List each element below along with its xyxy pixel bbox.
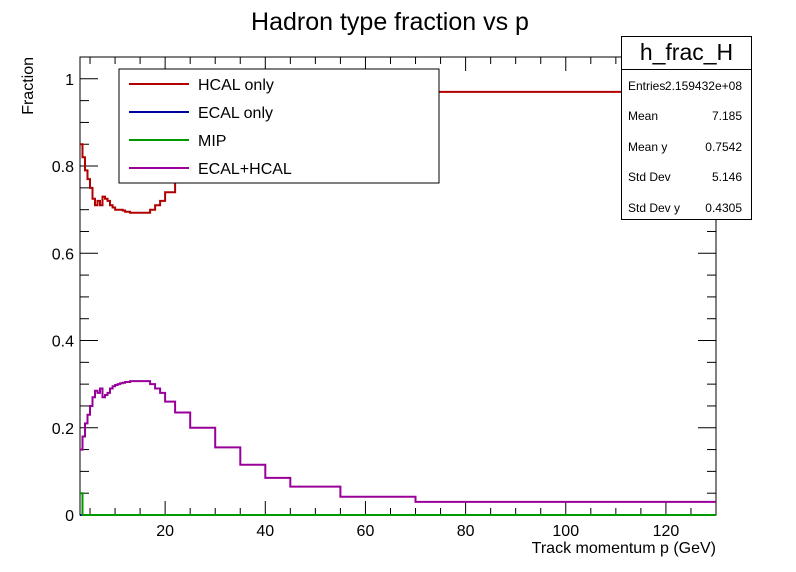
stats-row: Mean y 0.7542 — [622, 131, 751, 161]
y-tick-label: 0.8 — [52, 159, 74, 176]
stats-row: Mean 7.185 — [622, 100, 751, 130]
x-tick-label: 40 — [256, 523, 274, 540]
x-tick-label: 100 — [552, 523, 579, 540]
stats-label: Entries — [628, 79, 666, 93]
stats-label: Mean — [628, 109, 659, 124]
tick-labels: 20 40 60 80 100 120 0 0.2 0.4 0.6 0.8 1 — [52, 72, 680, 540]
y-tick-label: 1 — [65, 72, 74, 89]
stats-box: h_frac_H Entries 2.159432e+08 Mean 7.185 Mea… — [621, 36, 752, 220]
y-tick-label: 0.4 — [52, 334, 74, 351]
y-tick-label: 0.6 — [52, 246, 74, 263]
x-tick-label: 20 — [156, 523, 174, 540]
x-tick-label: 60 — [357, 523, 375, 540]
y-tick-label: 0.2 — [52, 421, 74, 438]
legend-label: HCAL only — [198, 77, 274, 94]
legend: HCAL only ECAL only MIP ECAL+HCAL — [118, 68, 440, 184]
x-axis-label: Track momentum p (GeV) — [532, 540, 716, 557]
stats-label: Std Dev y — [628, 200, 681, 215]
stats-value: 0.7542 — [705, 139, 742, 154]
stats-rows: Entries 2.159432e+08 Mean 7.185 Mean y 0.7542… — [622, 70, 751, 222]
stats-title: h_frac_H — [622, 37, 751, 70]
axis-ticks — [80, 56, 717, 516]
legend-label: ECAL only — [198, 105, 273, 122]
stats-value: 5.146 — [711, 170, 742, 185]
stats-row: Std Dev 5.146 — [622, 161, 751, 191]
stats-row: Entries 2.159432e+08 — [622, 70, 751, 100]
y-tick-label: 0 — [65, 508, 74, 525]
y-axis-label: Fraction — [20, 57, 37, 115]
series-mip — [80, 492, 716, 516]
legend-label: ECAL+HCAL — [198, 161, 292, 178]
x-tick-label: 80 — [457, 523, 475, 540]
x-tick-label: 120 — [653, 523, 680, 540]
stats-value: 0.4305 — [705, 200, 742, 215]
stats-value: 2.159432e+08 — [664, 79, 742, 93]
series-ecal-hcal — [80, 380, 716, 503]
stats-row: Std Dev y 0.4305 — [622, 192, 751, 222]
stats-value: 7.185 — [711, 109, 742, 124]
stats-label: Std Dev — [628, 170, 671, 185]
stats-label: Mean y — [628, 139, 668, 154]
legend-label: MIP — [198, 133, 226, 150]
chart-title: Hadron type fraction vs p — [251, 8, 529, 36]
legend-box — [118, 68, 440, 184]
